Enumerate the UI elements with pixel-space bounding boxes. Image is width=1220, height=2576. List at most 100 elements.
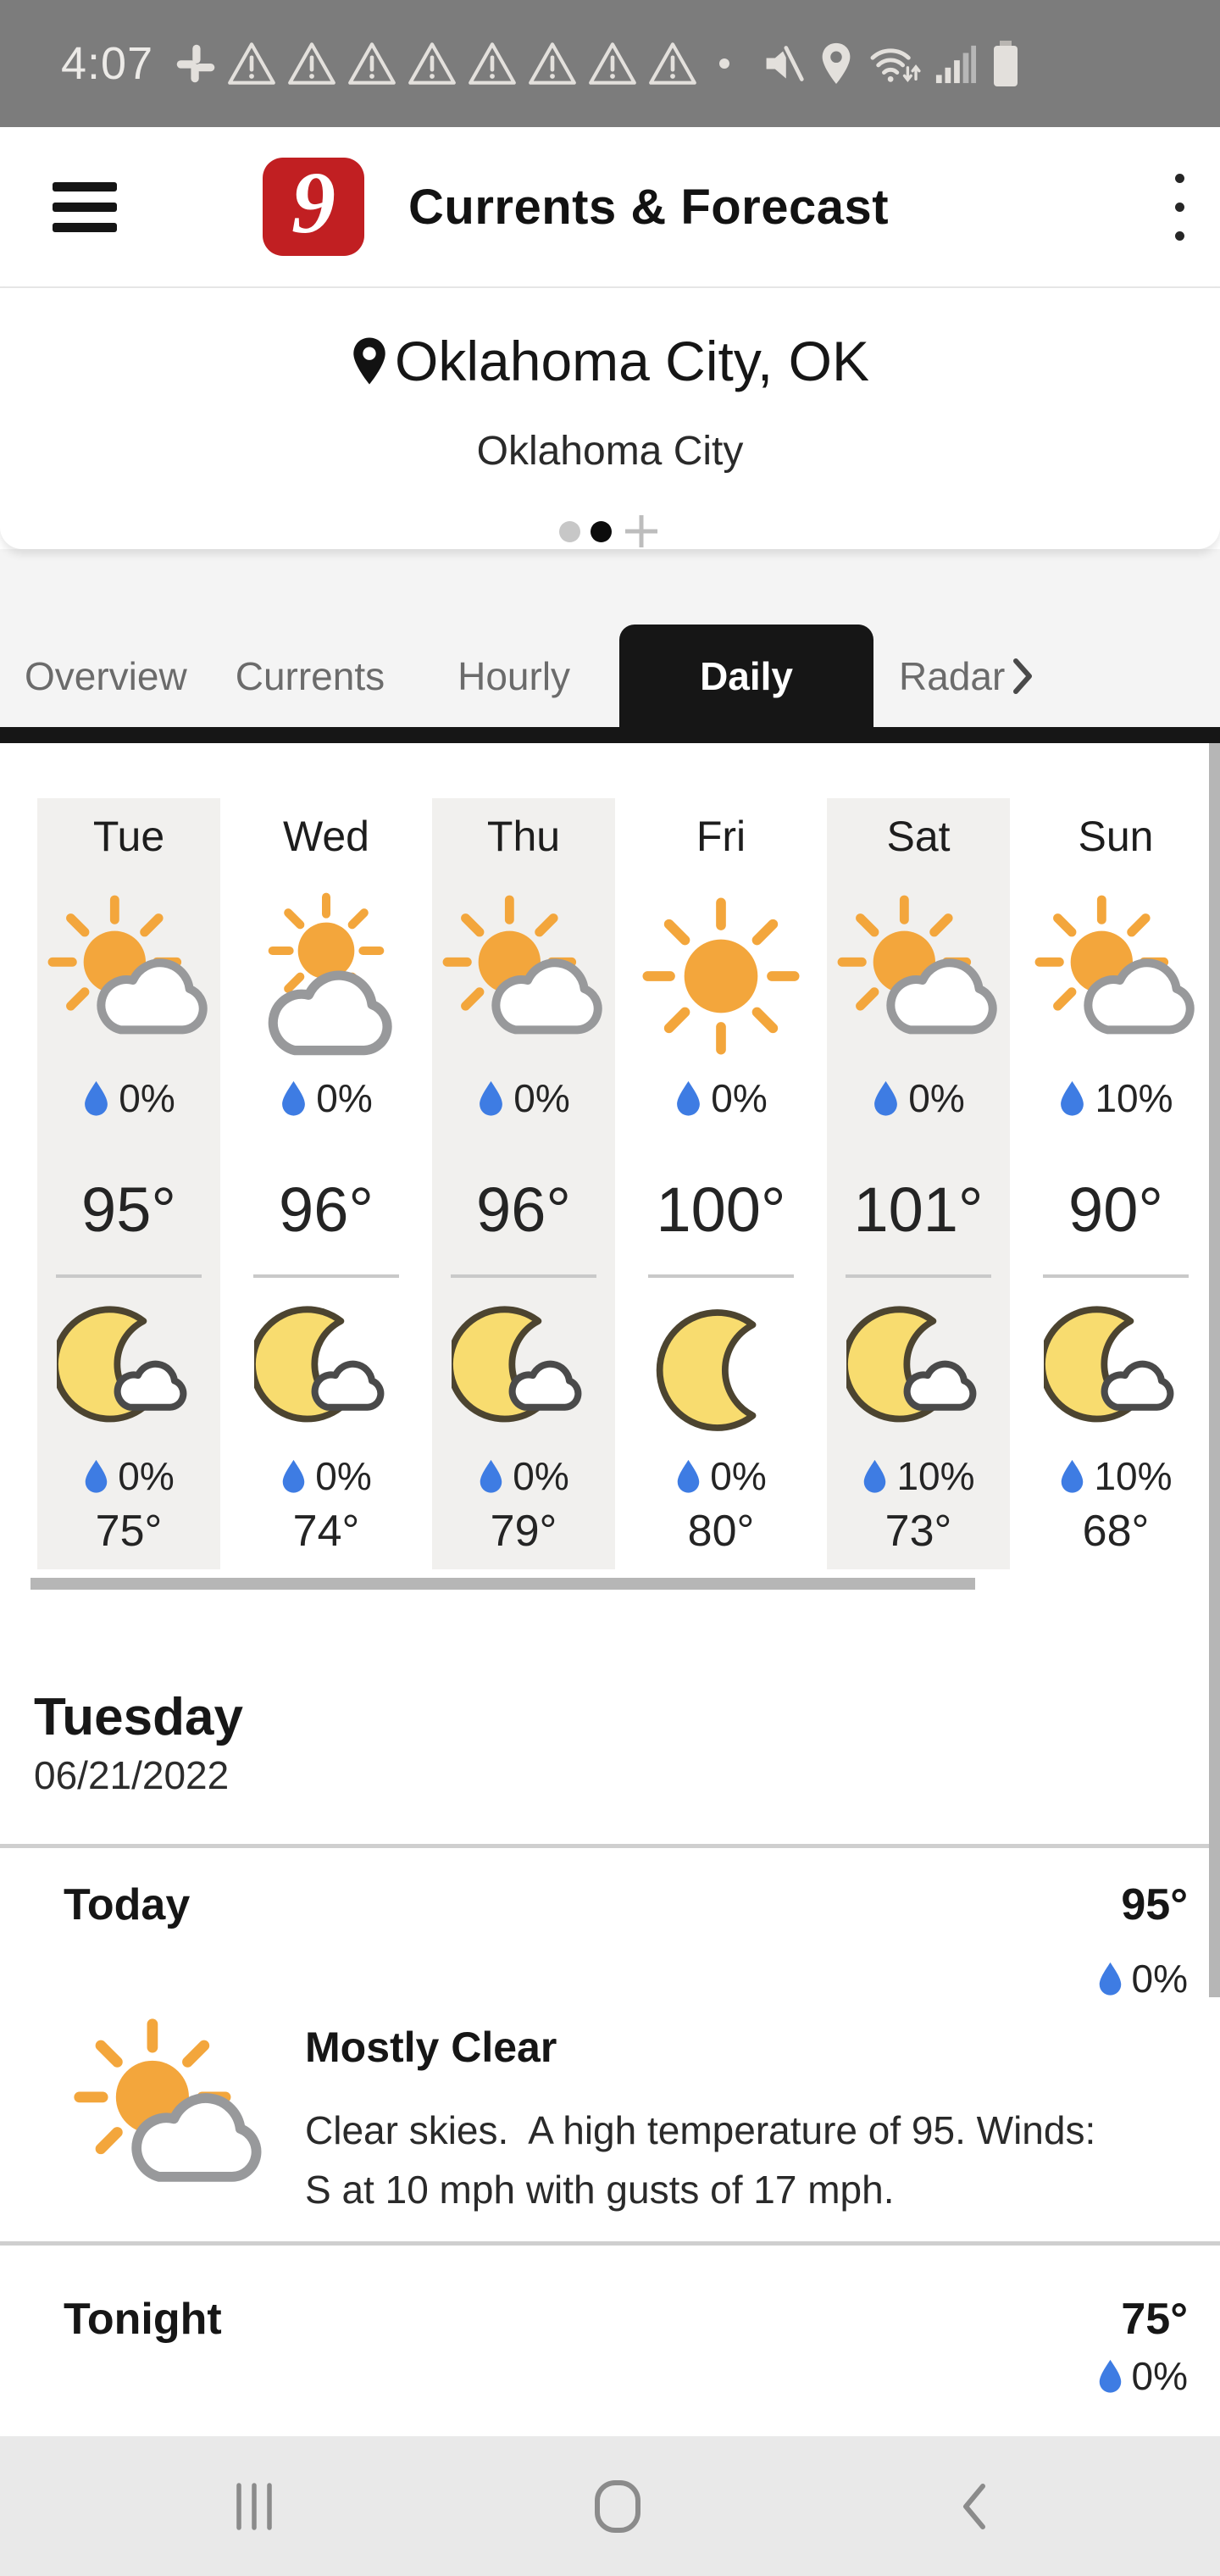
partly-cloudy-night-icon xyxy=(37,1298,220,1442)
warning-icon xyxy=(466,39,518,88)
droplet-icon xyxy=(872,1080,900,1117)
period-label: Today xyxy=(64,1880,191,1929)
night-precip: 10% xyxy=(896,1454,975,1498)
divider xyxy=(0,2241,1220,2246)
warning-icon xyxy=(346,39,398,88)
daily-columns: Tue 0% 95° 0% 75° Wed 0% 96° 0% 74° Thu … xyxy=(37,798,1220,1569)
day-column-thu[interactable]: Thu 0% 96° 0% 79° xyxy=(432,798,615,1569)
droplet-icon xyxy=(1097,1961,1123,1996)
period-temp: 75° xyxy=(1121,2295,1188,2344)
battery-icon xyxy=(990,39,1021,88)
droplet-icon xyxy=(82,1080,110,1117)
overflow-menu-icon[interactable] xyxy=(1163,165,1196,249)
warning-icon xyxy=(646,39,699,88)
mostly-cloudy-day-icon xyxy=(235,891,418,1061)
divider xyxy=(56,1274,202,1278)
tab-radar[interactable]: Radar xyxy=(899,625,1034,727)
sunny-icon xyxy=(629,891,812,1061)
high-temp: 100° xyxy=(656,1174,786,1245)
day-precip: 0% xyxy=(711,1076,768,1120)
horizontal-scrollbar[interactable] xyxy=(30,1578,975,1590)
high-temp: 101° xyxy=(853,1174,984,1245)
selected-day-header: Tuesday 06/21/2022 xyxy=(0,1686,1220,1800)
night-precip: 0% xyxy=(315,1454,372,1498)
low-temp: 68° xyxy=(1082,1507,1150,1556)
day-column-sat[interactable]: Sat 0% 101° 10% 73° xyxy=(827,798,1010,1569)
daily-forecast-panel: Tue 0% 95° 0% 75° Wed 0% 96° 0% 74° Thu … xyxy=(0,743,1220,2436)
tabs-underline xyxy=(0,727,1220,743)
night-precip: 10% xyxy=(1094,1454,1173,1498)
divider xyxy=(253,1274,399,1278)
forecast-tabs: Overview Currents Hourly Daily Radar xyxy=(0,549,1220,743)
warning-icon xyxy=(526,39,579,88)
clock: 4:07 xyxy=(61,38,154,89)
droplet-icon xyxy=(478,1458,504,1494)
droplet-icon xyxy=(83,1458,109,1494)
location-card[interactable]: Oklahoma City, OK Oklahoma City xyxy=(0,288,1220,549)
droplet-icon xyxy=(280,1080,308,1117)
partly-cloudy-day-icon xyxy=(37,891,220,1061)
today-row: Today 95° xyxy=(0,1879,1220,1931)
notification-icons xyxy=(174,39,742,88)
day-precip: 0% xyxy=(908,1076,965,1120)
status-bar: 4:07 xyxy=(0,0,1220,127)
slack-icon xyxy=(174,42,218,86)
page-dot-active[interactable] xyxy=(591,520,612,542)
high-temp: 90° xyxy=(1068,1174,1163,1245)
day-precip: 10% xyxy=(1095,1076,1173,1120)
tonight-precip: 0% xyxy=(0,2354,1220,2398)
day-column-wed[interactable]: Wed 0% 96° 0% 74° xyxy=(235,798,418,1569)
day-precip: 0% xyxy=(316,1076,373,1120)
warning-icon xyxy=(225,39,278,88)
warning-icon xyxy=(286,39,338,88)
partly-cloudy-night-icon xyxy=(235,1298,418,1442)
low-temp: 73° xyxy=(884,1507,952,1556)
partly-cloudy-day-icon xyxy=(69,2014,269,2213)
page-title: Currents & Forecast xyxy=(408,179,890,235)
droplet-icon xyxy=(862,1458,888,1494)
partly-cloudy-day-icon xyxy=(1024,891,1207,1061)
tab-daily[interactable]: Daily xyxy=(619,625,874,727)
droplet-icon xyxy=(477,1080,505,1117)
vertical-scrollbar[interactable] xyxy=(1209,743,1220,1997)
low-temp: 75° xyxy=(95,1507,163,1556)
plus-icon[interactable] xyxy=(622,512,661,551)
clear-night-icon xyxy=(629,1298,812,1442)
condition-description: Clear skies. A high temperature of 95. W… xyxy=(305,2108,1107,2212)
home-icon[interactable] xyxy=(593,2479,642,2534)
low-temp: 79° xyxy=(490,1507,557,1556)
day-precip: 0% xyxy=(513,1076,570,1120)
back-icon[interactable] xyxy=(960,2482,987,2531)
tab-hourly[interactable]: Hourly xyxy=(458,653,571,698)
divider xyxy=(846,1274,991,1278)
day-column-tue[interactable]: Tue 0% 95° 0% 75° xyxy=(37,798,220,1569)
day-label: Wed xyxy=(283,813,369,860)
partly-cloudy-night-icon xyxy=(827,1298,1010,1442)
partly-cloudy-night-icon xyxy=(432,1298,615,1442)
recent-apps-icon[interactable] xyxy=(233,2482,275,2531)
page-indicator xyxy=(0,512,1220,551)
low-temp: 80° xyxy=(687,1507,755,1556)
droplet-icon xyxy=(1058,1080,1086,1117)
warning-icon xyxy=(406,39,458,88)
day-column-fri[interactable]: Fri 0% 100° 0% 80° xyxy=(629,798,812,1569)
high-temp: 95° xyxy=(81,1174,176,1245)
day-precip: 0% xyxy=(119,1076,175,1120)
page-dot[interactable] xyxy=(559,520,580,542)
volume-muted-icon xyxy=(762,42,806,86)
location-filled-icon xyxy=(819,42,853,86)
dot-icon xyxy=(707,58,742,69)
tab-overview[interactable]: Overview xyxy=(25,653,187,698)
divider xyxy=(451,1274,596,1278)
android-nav-bar xyxy=(0,2436,1220,2576)
droplet-icon xyxy=(675,1458,702,1494)
period-temp: 95° xyxy=(1121,1880,1188,1929)
location-subtitle: Oklahoma City xyxy=(476,429,744,474)
menu-icon[interactable] xyxy=(53,181,117,232)
night-precip: 0% xyxy=(710,1454,767,1498)
day-column-sun[interactable]: Sun 10% 90° 10% 68° xyxy=(1024,798,1207,1569)
night-precip: 0% xyxy=(118,1454,175,1498)
period-label: Tonight xyxy=(64,2295,222,2344)
night-precip: 0% xyxy=(513,1454,569,1498)
tab-currents[interactable]: Currents xyxy=(235,653,385,698)
